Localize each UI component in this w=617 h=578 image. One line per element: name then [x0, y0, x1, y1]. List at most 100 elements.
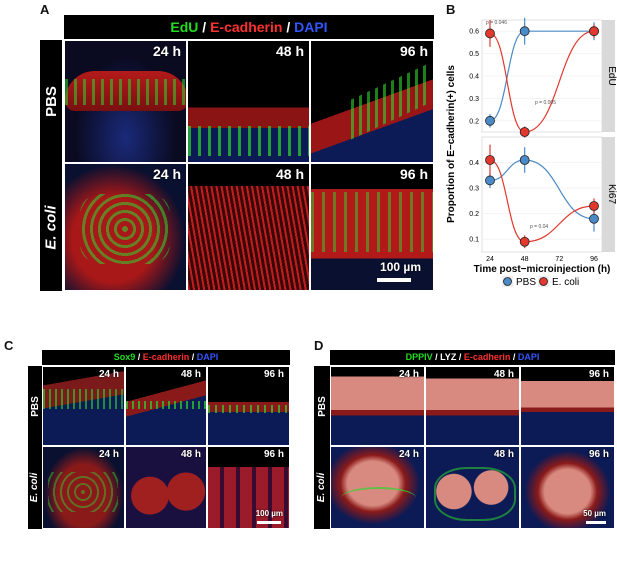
time-label: 24 h — [98, 369, 119, 380]
y-tick-label: 0.2 — [469, 118, 479, 125]
legend-label-pbs: PBS — [516, 277, 536, 288]
panel-c-title-part: E-cadherin — [142, 352, 190, 362]
micrograph-tile: 48 h — [125, 446, 207, 529]
y-tick-label: 0.1 — [469, 237, 479, 244]
panel-a-title-part: EdU — [170, 19, 199, 35]
y-tick-label: 0.4 — [469, 160, 479, 167]
micrograph-tile: 24 h — [42, 366, 125, 446]
panel-d-row-label-ecoli: E. coli — [314, 446, 330, 529]
time-label: 96 h — [263, 369, 284, 380]
micrograph-tile: 48 h — [125, 366, 207, 446]
facet-plot-area-ki67 — [481, 136, 603, 253]
panel-d-title-sep: / — [510, 352, 518, 362]
panel-a-row-label-ecoli: E. coli — [40, 163, 62, 291]
row-label-text: PBS — [42, 86, 60, 117]
facet-ki67-marks: 0.1 0.2 0.3 0.4 — [469, 144, 602, 249]
pvalue-edu-24: p = 0.046 — [486, 20, 507, 26]
y-tick-label: 0.5 — [469, 51, 479, 58]
time-label: 48 h — [493, 449, 514, 460]
x-axis-ticks: 24 48 72 96 — [486, 256, 598, 263]
panel-c-title: Sox9 / E-cadherin / DAPI — [42, 350, 290, 365]
y-tick-label: 0.6 — [469, 29, 479, 36]
row-label-text: E. coli — [42, 204, 60, 250]
panel-a-title: EdU / E-cadherin / DAPI — [64, 15, 434, 39]
time-label: 24 h — [398, 369, 419, 380]
y-tick-label: 0.4 — [469, 74, 479, 81]
time-label: 96 h — [399, 166, 428, 182]
time-label: 96 h — [588, 369, 609, 380]
y-axis-title: Proportion of E−cadherin(+) cells — [446, 65, 457, 223]
legend-key-pbs — [503, 277, 512, 286]
panel-d-title: DPPIV / LYZ / E-cadherin / DAPI — [330, 350, 615, 365]
panel-c-title-part: Sox9 — [113, 352, 136, 362]
data-point — [589, 26, 599, 37]
data-point — [519, 236, 530, 247]
scale-bar-label: 100 µm — [380, 260, 421, 274]
panel-d-title-part: DAPI — [517, 352, 540, 362]
y-tick-label: 0.2 — [469, 211, 479, 218]
micrograph-tile: 24 h — [64, 163, 187, 291]
data-point — [589, 201, 599, 211]
scale-bar-label: 100 µm — [255, 509, 283, 518]
micrograph-tile: 96 h 50 µm — [520, 446, 615, 529]
x-tick-label: 72 — [555, 256, 563, 263]
facet-label-ki67: Ki67 — [606, 184, 617, 204]
facet-edu-marks: 0.2 0.3 0.4 0.5 0.6 — [469, 17, 602, 138]
x-axis-title: Time post−microinjection (h) — [474, 264, 611, 275]
y-tick-label: 0.3 — [469, 186, 479, 193]
data-point — [485, 175, 495, 186]
micrograph-tile: 24 h — [330, 366, 425, 446]
time-label: 96 h — [399, 43, 428, 59]
micrograph-tile: 48 h — [425, 366, 520, 446]
panel-c-row-label-ecoli: E. coli — [28, 446, 42, 529]
panel-d-title-part: DPPIV — [405, 352, 433, 362]
panel-c-title-part: DAPI — [196, 352, 219, 362]
data-point — [519, 26, 530, 37]
scale-bar-label: 50 µm — [583, 509, 606, 518]
panel-c-row-label-pbs: PBS — [28, 366, 42, 446]
panel-b-chart: Proportion of E−cadherin(+) cells EdU Ki… — [446, 17, 617, 288]
time-label: 24 h — [98, 449, 119, 460]
panel-d-title-sep: / — [432, 352, 441, 362]
micrograph-tile: 96 h — [310, 40, 434, 163]
time-label: 48 h — [275, 43, 304, 59]
data-point — [485, 155, 495, 165]
time-label: 96 h — [588, 449, 609, 460]
micrograph-tile: 96 h — [520, 366, 615, 446]
panel-d-row-label-pbs: PBS — [314, 366, 330, 446]
panel-a-row-label-pbs: PBS — [40, 40, 62, 163]
micrograph-tile: 48 h — [425, 446, 520, 529]
data-point — [519, 127, 530, 137]
x-tick-label: 96 — [590, 256, 598, 263]
panel-c-title-sep: / — [135, 352, 143, 362]
panel-d-title-part: LYZ — [440, 352, 457, 362]
row-label-text: PBS — [29, 395, 41, 417]
data-point — [485, 28, 495, 39]
micrograph-tile: 96 h — [207, 366, 290, 446]
time-label: 48 h — [180, 369, 201, 380]
panel-d-image-grid: 24 h 48 h 96 h 24 h 48 h 96 h 50 µm — [330, 366, 615, 529]
panel-c-title-sep: / — [189, 352, 197, 362]
panel-a-label: A — [40, 2, 50, 17]
series-line — [489, 159, 595, 220]
facet-strip-edu — [602, 20, 615, 132]
y-tick-label: 0.3 — [469, 96, 479, 103]
micrograph-tile: 24 h — [42, 446, 125, 529]
scale-bar — [257, 521, 281, 524]
row-label-text: E. coli — [316, 472, 328, 503]
time-label: 24 h — [152, 166, 181, 182]
micrograph-tile: 24 h — [64, 40, 187, 163]
facet-label-edu: EdU — [606, 66, 617, 85]
legend-key-ecoli — [539, 277, 548, 286]
time-label: 48 h — [275, 166, 304, 182]
pvalue-ki-48: p = 0.04 — [530, 224, 548, 230]
panel-d-title-part: E-cadherin — [463, 352, 511, 362]
panel-d-label: D — [314, 338, 324, 353]
panel-d-title-sep: / — [456, 352, 464, 362]
x-tick-label: 48 — [521, 256, 529, 263]
legend-label-ecoli: E. coli — [552, 277, 579, 288]
micrograph-tile: 96 h 100 µm — [310, 163, 434, 291]
panel-a-title-part: DAPI — [294, 19, 328, 35]
time-label: 24 h — [398, 449, 419, 460]
time-label: 24 h — [152, 43, 181, 59]
